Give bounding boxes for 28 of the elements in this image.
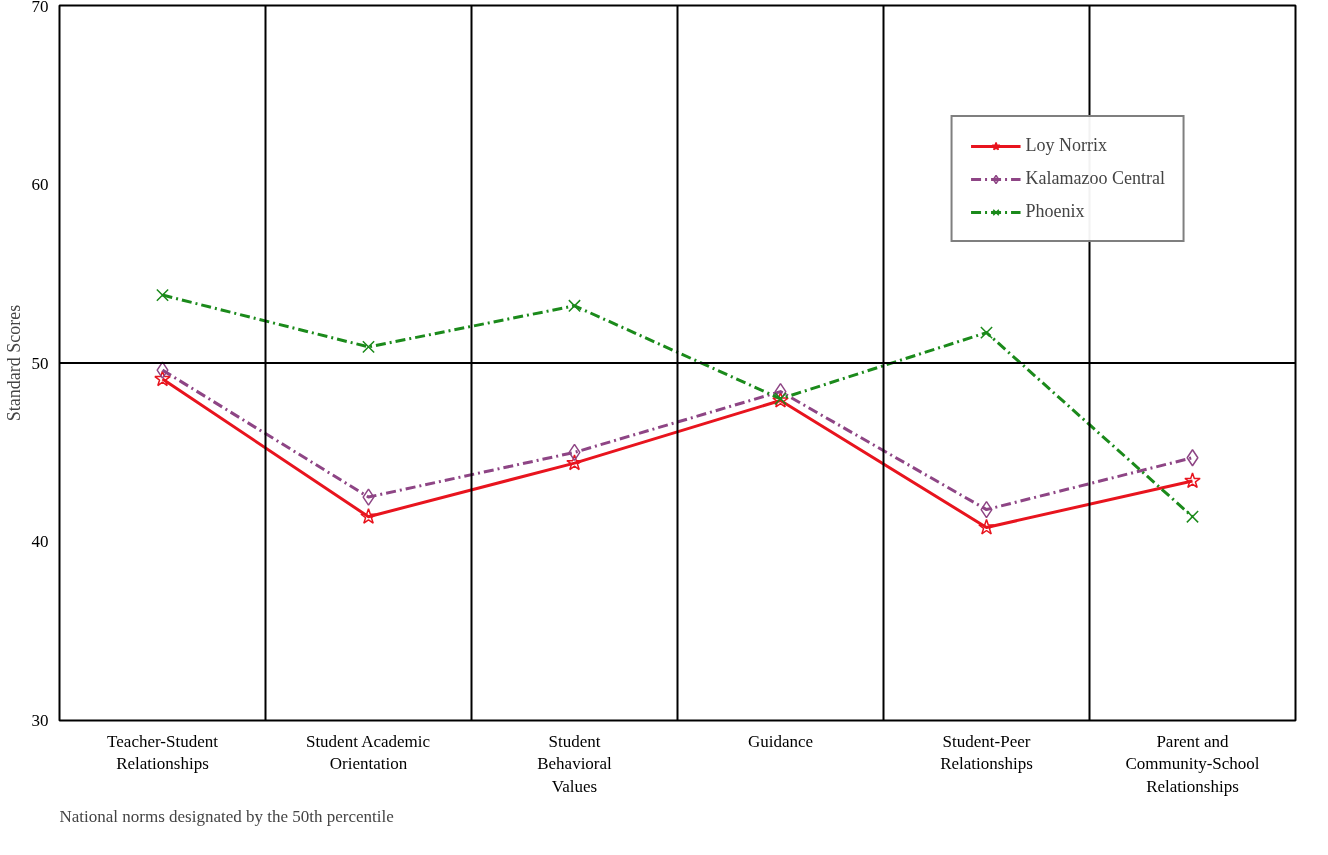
y-tick-label: 60: [31, 174, 49, 194]
x-tick-label: Guidance: [747, 731, 814, 751]
point: [1186, 510, 1199, 524]
legend-label: Phoenix: [1025, 201, 1085, 222]
y-tick-label: 30: [31, 711, 49, 730]
text: National norms designated by the 50th percentile: [59, 806, 394, 826]
point: [362, 340, 375, 354]
y-tick-label: 40: [31, 532, 49, 552]
point: [154, 370, 171, 387]
point: [362, 488, 375, 506]
point: [156, 288, 169, 302]
legend-label: Loy Norrix: [1025, 135, 1108, 156]
point: [978, 518, 995, 535]
y-tick-label: 50: [31, 353, 49, 373]
x-tick-label: Teacher-Student Relationships: [107, 731, 219, 774]
point: [360, 507, 377, 524]
x-tick-label: Student-Peer Relationships: [940, 731, 1033, 774]
y-axis-title: Standard Scores: [3, 304, 24, 422]
y-tick-label: 70: [31, 0, 49, 16]
point: [156, 361, 169, 379]
x-tick-label: Student Behavioral Values: [537, 731, 613, 797]
legend-label: Kalamazoo Central: [1025, 168, 1165, 189]
point: [980, 326, 993, 340]
point: [1184, 472, 1201, 489]
x-tick-label: Parent and Community-School Relationships: [1125, 731, 1260, 797]
x-tick-label: Student Academic Orientation: [305, 731, 431, 774]
point: [566, 454, 583, 471]
point: [568, 299, 581, 313]
